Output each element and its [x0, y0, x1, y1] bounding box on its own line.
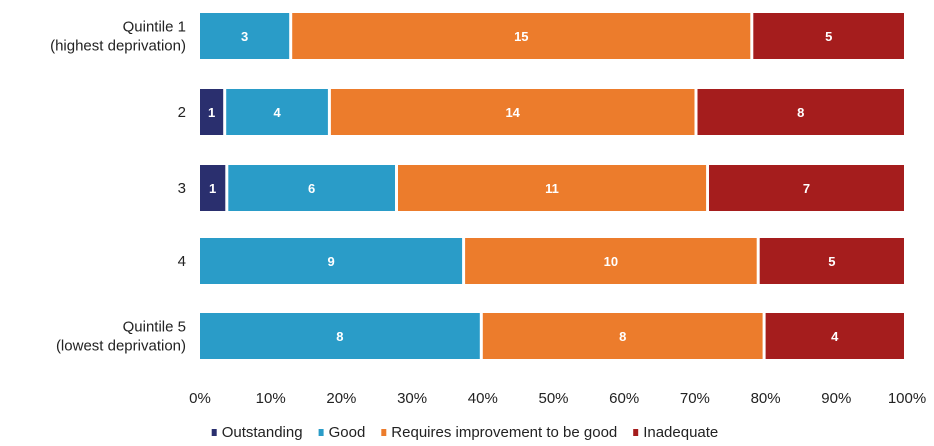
legend-item: Inadequate [633, 424, 718, 441]
data-label: 9 [327, 254, 334, 269]
data-label: 10 [604, 254, 618, 269]
legend-label: Outstanding [222, 424, 303, 441]
data-label: 7 [803, 181, 810, 196]
bar-segment [200, 13, 290, 59]
legend-label: Good [329, 424, 366, 441]
x-axis-tick-labels: 0% 10% 20% 30% 40% 50% 60% 70% 80% 90% 100% [189, 390, 926, 407]
bar-segment [228, 165, 395, 211]
bar-segment [200, 89, 224, 135]
legend-swatch [633, 429, 639, 436]
data-label: 4 [831, 329, 839, 344]
legend-item: Outstanding [211, 424, 303, 441]
data-label: 11 [545, 181, 559, 196]
x-tick-label: 100% [888, 390, 926, 407]
legend-item: Requires improvement to be good [381, 424, 617, 441]
category-label: 2 [178, 104, 186, 121]
bar-segment [398, 165, 707, 211]
legend-item: Good [318, 424, 366, 441]
x-tick-label: 20% [326, 390, 356, 407]
data-label: 4 [273, 105, 281, 120]
data-label: 8 [336, 329, 343, 344]
x-tick-label: 50% [538, 390, 568, 407]
bar-segment [292, 13, 751, 59]
x-tick-label: 80% [751, 390, 781, 407]
bars-group: 3 15 51 4 14 81 6 11 79 10 58 8 4 [200, 13, 904, 359]
legend-swatch [381, 429, 387, 436]
legend: Outstanding Good Requires improvement to b… [211, 424, 718, 441]
bar-segment [200, 165, 226, 211]
bar-segment [697, 89, 904, 135]
legend-label: Inadequate [643, 424, 718, 441]
data-label: 1 [208, 105, 215, 120]
category-label: (lowest deprivation) [56, 338, 186, 355]
legend-swatch [211, 429, 217, 436]
legend-swatch [318, 429, 324, 436]
x-tick-label: 30% [397, 390, 427, 407]
bar-segment [765, 313, 904, 359]
bar-segment [465, 238, 757, 284]
x-tick-label: 70% [680, 390, 710, 407]
data-label: 1 [209, 181, 216, 196]
bar-segment [200, 313, 480, 359]
category-label: Quintile 1 [123, 19, 186, 36]
x-tick-label: 0% [189, 390, 211, 407]
bar-segment [753, 13, 904, 59]
data-label: 5 [828, 254, 835, 269]
category-labels: Quintile 1 (highest deprivation) 2 3 4 Quinti… [50, 19, 186, 355]
bar-segment [759, 238, 904, 284]
x-tick-label: 40% [468, 390, 498, 407]
x-tick-label: 90% [821, 390, 851, 407]
legend-label: Requires improvement to be good [391, 424, 617, 441]
category-label: 3 [178, 180, 186, 197]
category-label: Quintile 5 [123, 319, 186, 336]
bar-segment [200, 238, 463, 284]
data-label: 8 [797, 105, 804, 120]
data-label: 6 [308, 181, 315, 196]
x-tick-label: 60% [609, 390, 639, 407]
category-label: (highest deprivation) [50, 38, 186, 55]
x-tick-label: 10% [256, 390, 286, 407]
data-label: 14 [505, 105, 520, 120]
category-label: 4 [178, 253, 186, 270]
data-label: 8 [619, 329, 626, 344]
bar-segment [226, 89, 328, 135]
data-label: 5 [825, 29, 832, 44]
data-label: 3 [241, 29, 248, 44]
bar-segment [330, 89, 695, 135]
data-label: 15 [514, 29, 528, 44]
bar-segment [482, 313, 763, 359]
bar-segment [709, 165, 904, 211]
